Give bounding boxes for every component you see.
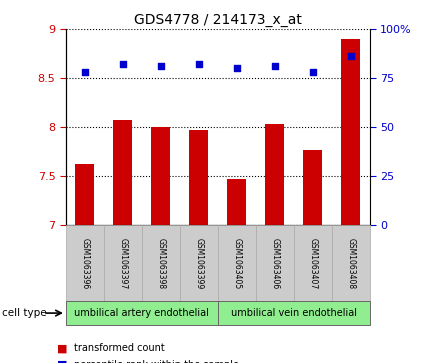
Bar [104, 225, 142, 301]
Point [233, 65, 240, 71]
Bar [218, 301, 370, 325]
Bar [332, 225, 370, 301]
Text: GSM1063396: GSM1063396 [80, 237, 89, 289]
Text: cell type: cell type [2, 308, 47, 318]
Text: GSM1063405: GSM1063405 [232, 237, 241, 289]
Title: GDS4778 / 214173_x_at: GDS4778 / 214173_x_at [134, 13, 302, 26]
Bar [265, 124, 284, 225]
Text: umbilical vein endothelial: umbilical vein endothelial [231, 308, 357, 318]
Bar [189, 130, 208, 225]
Bar [113, 120, 132, 225]
Bar [66, 225, 104, 301]
Bar [180, 225, 218, 301]
Point [272, 64, 278, 69]
Point [347, 54, 354, 60]
Bar [142, 225, 180, 301]
Text: ■: ■ [57, 360, 68, 363]
Point [82, 69, 88, 75]
Bar [341, 39, 360, 225]
Text: percentile rank within the sample: percentile rank within the sample [74, 360, 239, 363]
Point [309, 69, 316, 75]
Text: GSM1063408: GSM1063408 [346, 238, 355, 289]
Text: GSM1063399: GSM1063399 [194, 237, 203, 289]
Point [119, 61, 126, 67]
Bar [256, 225, 294, 301]
Point [196, 61, 202, 67]
Text: transformed count: transformed count [74, 343, 165, 354]
Text: GSM1063406: GSM1063406 [270, 237, 279, 289]
Text: GSM1063398: GSM1063398 [156, 238, 165, 289]
Text: GSM1063397: GSM1063397 [118, 237, 127, 289]
Bar [66, 301, 218, 325]
Text: umbilical artery endothelial: umbilical artery endothelial [74, 308, 209, 318]
Bar [303, 150, 322, 225]
Bar [227, 179, 246, 225]
Bar [75, 164, 94, 225]
Bar [151, 127, 170, 225]
Bar [218, 225, 256, 301]
Text: ■: ■ [57, 343, 68, 354]
Text: GSM1063407: GSM1063407 [308, 237, 317, 289]
Point [157, 64, 164, 69]
Bar [294, 225, 332, 301]
